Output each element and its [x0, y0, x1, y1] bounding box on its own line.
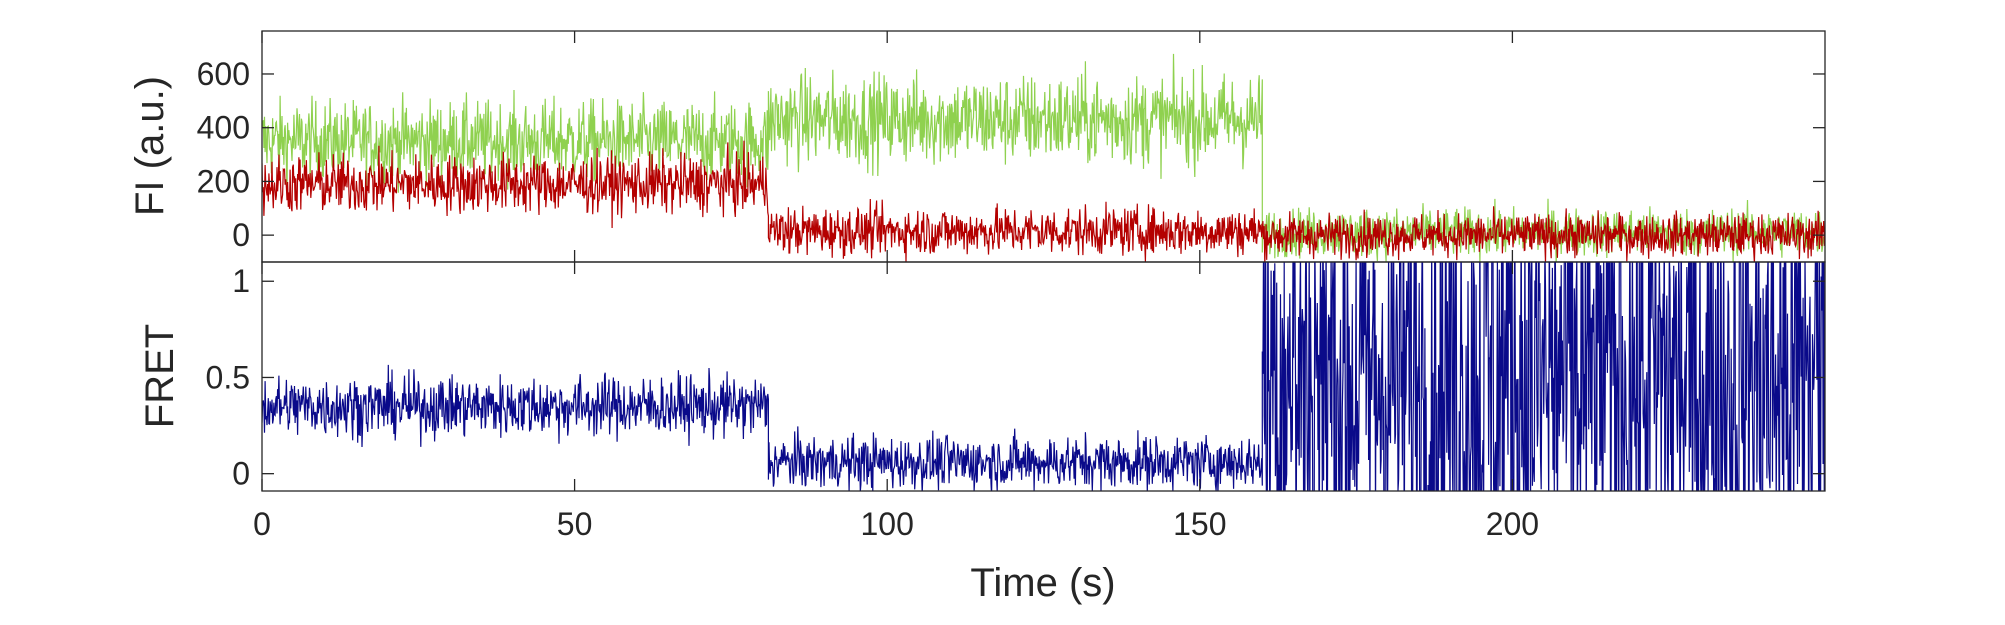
intensity-y-axis-label: FI (a.u.) — [128, 76, 172, 216]
x-tick-label: 50 — [557, 506, 593, 542]
y-tick-label: 0 — [232, 456, 250, 492]
fret-traces — [262, 262, 1825, 491]
trace-line-fret — [262, 262, 1825, 491]
fret-y-axis-label: FRET — [138, 324, 182, 428]
x-tick-label: 100 — [861, 506, 914, 542]
x-tick-label: 200 — [1486, 506, 1539, 542]
intensity-traces — [262, 53, 1825, 262]
trace-line-acceptor — [262, 140, 1825, 262]
y-tick-label: 0.5 — [206, 359, 250, 395]
x-tick-label: 0 — [253, 506, 271, 542]
fret-axes-frame — [261, 261, 1826, 492]
intensity-ticks: 0 200 400 600 — [197, 31, 1825, 262]
y-tick-label: 600 — [197, 56, 250, 92]
y-tick-label: 1 — [232, 263, 250, 299]
fret-panel: 0 0.5 1 0 50 100 150 200 FRET Time (s) — [138, 261, 1826, 605]
fret-ticks: 0 0.5 1 0 50 100 150 200 — [206, 262, 1825, 542]
y-tick-label: 0 — [232, 217, 250, 253]
y-tick-label: 200 — [197, 163, 250, 199]
x-tick-label: 150 — [1173, 506, 1226, 542]
trace-line-donor — [262, 53, 1825, 262]
y-tick-label: 400 — [197, 110, 250, 146]
intensity-panel: 0 200 400 600 FI (a.u.) — [128, 30, 1826, 263]
x-axis-label: Time (s) — [970, 561, 1115, 605]
